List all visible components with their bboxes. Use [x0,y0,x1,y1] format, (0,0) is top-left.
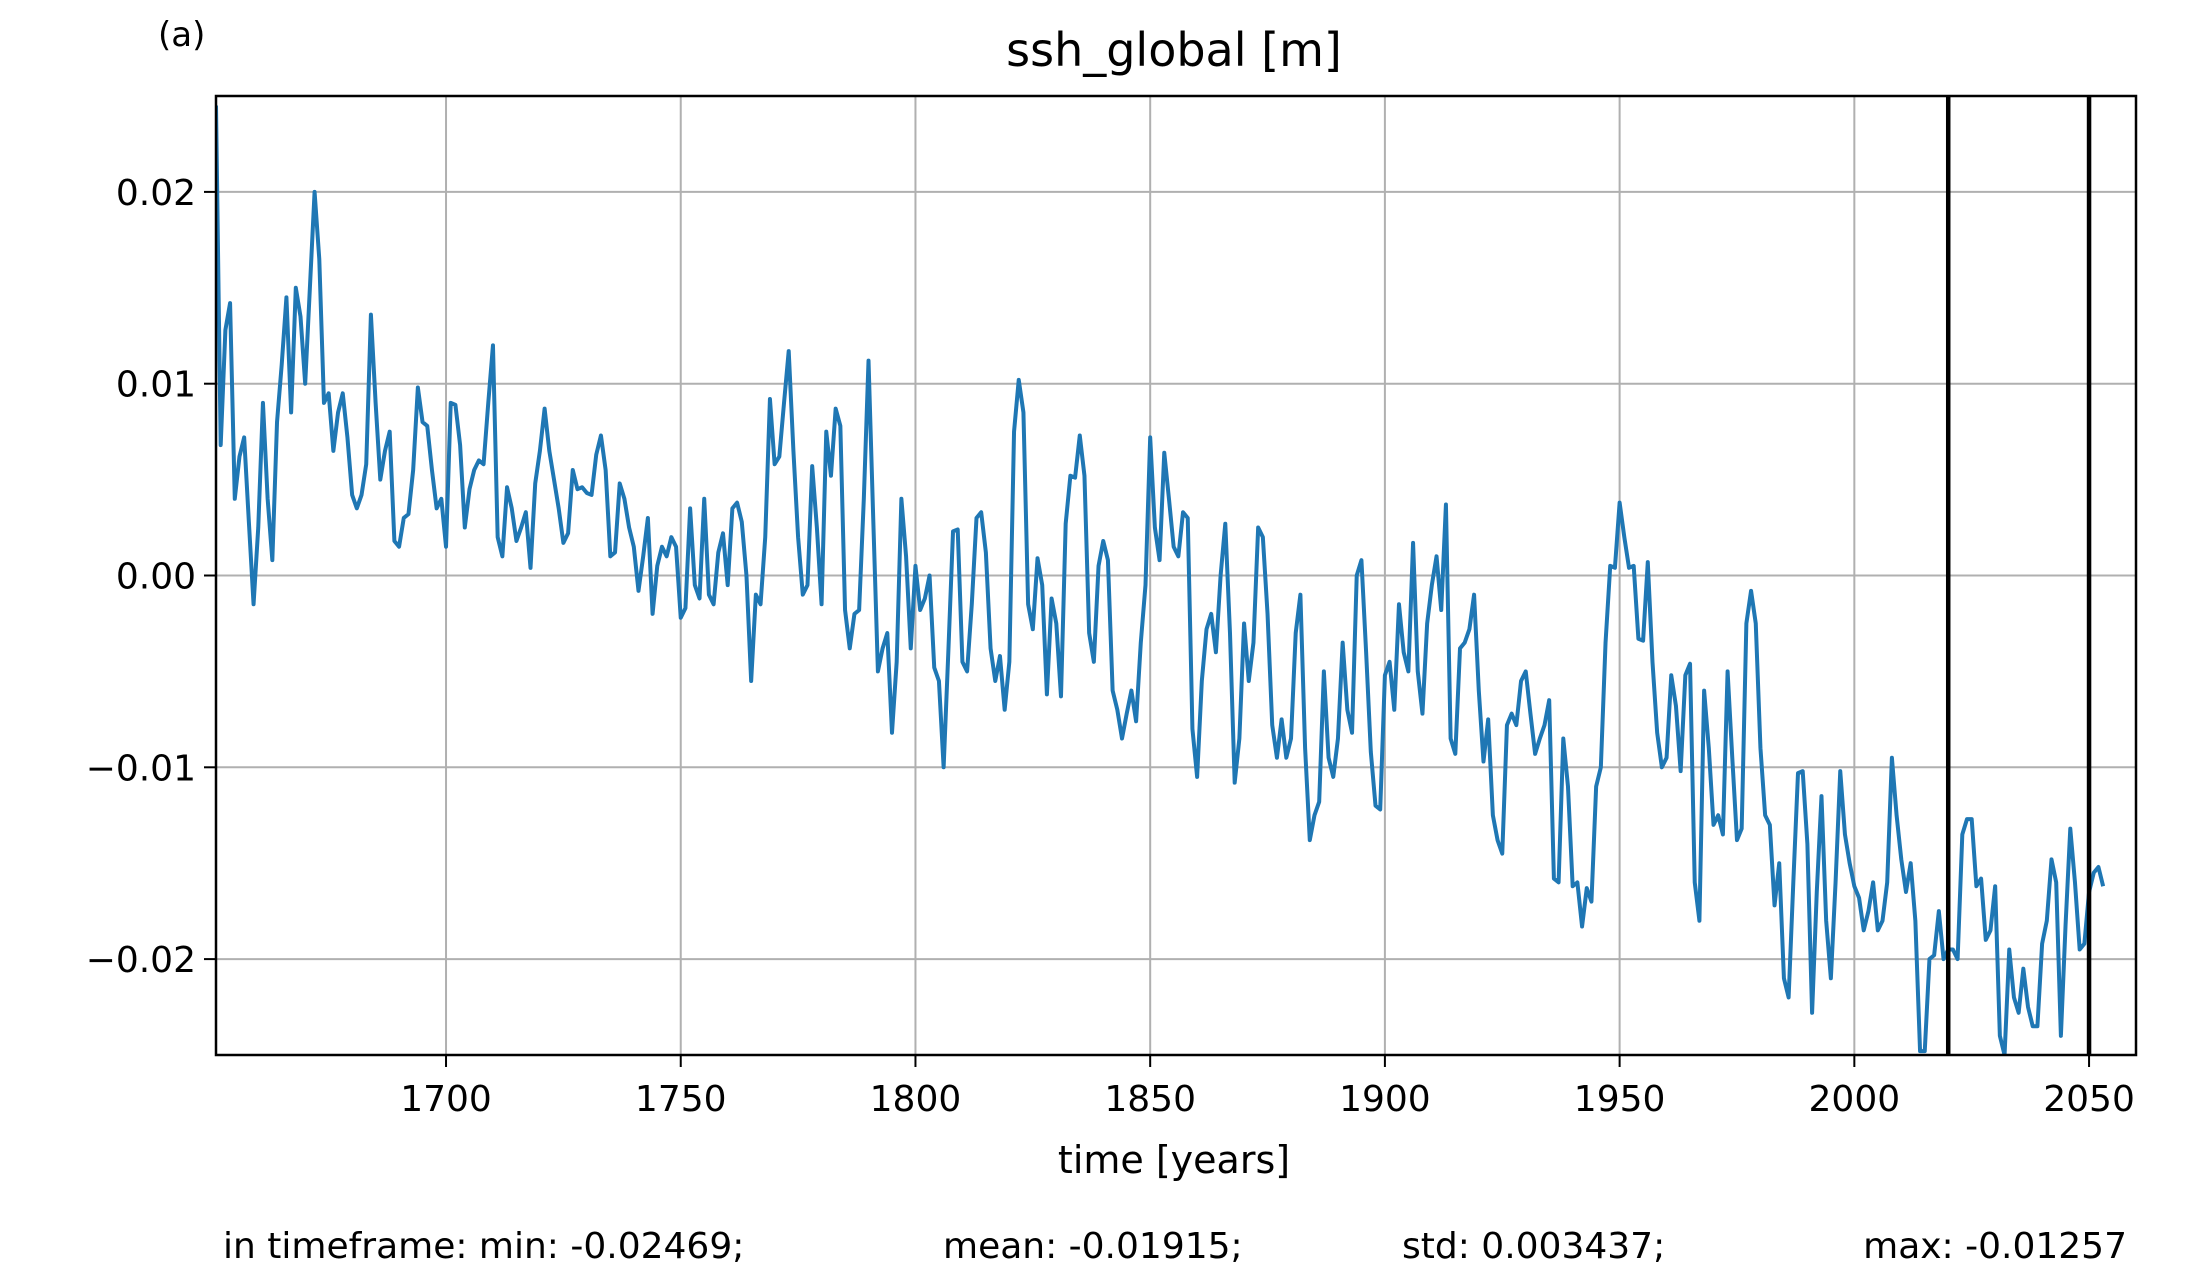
stat-max: max: -0.01257 [1863,1226,2127,1263]
y-tick-label: 0.00 [116,557,196,598]
x-tick-label: 1950 [1574,1079,1666,1120]
stat-mean: mean: -0.01915; [943,1226,1243,1263]
panel-label: (a) [158,15,205,55]
x-tick-label: 2050 [2043,1079,2135,1120]
y-tick-label: 0.01 [116,365,196,406]
axes-frame [214,94,2138,1057]
chart-title: ssh_global [m] [1006,23,1342,77]
y-tick-label: −0.01 [86,748,196,789]
stat-min: in timeframe: min: -0.02469; [223,1226,744,1263]
x-tick-label: 1800 [870,1079,962,1120]
x-tick-label: 1700 [400,1079,492,1120]
x-tick-label: 2000 [1809,1079,1901,1120]
x-tick-label: 1900 [1339,1079,1431,1120]
x-tick-label: 1850 [1104,1079,1196,1120]
stat-std: std: 0.003437; [1402,1226,1665,1263]
y-tick-label: −0.02 [86,940,196,981]
plot-area [216,96,2106,1055]
grid-lines [216,96,2136,1055]
x-axis-label: time [years] [1058,1138,1290,1182]
series-line [216,105,2106,1055]
y-tick-label: 0.02 [116,173,196,214]
x-tick-label: 1750 [635,1079,727,1120]
axis-ticks: 1700 1750 1800 1850 1900 1950 2000 2050 −0.02 −0.… [86,173,2135,1120]
